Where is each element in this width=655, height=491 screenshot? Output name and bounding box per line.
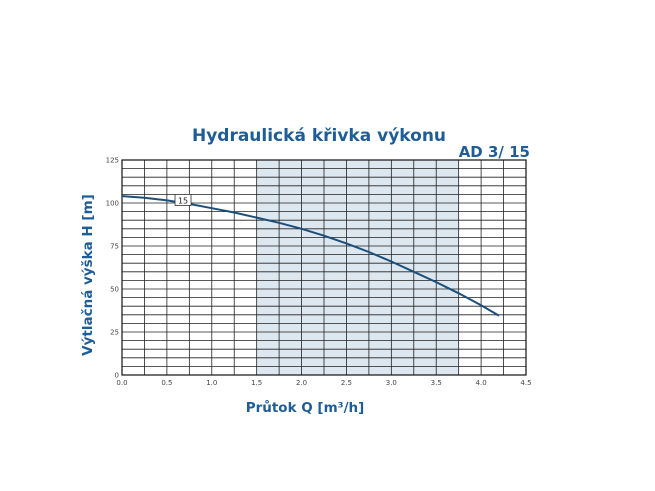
- y-tick-label: 0: [115, 372, 119, 380]
- x-tick-label: 1.5: [251, 379, 262, 387]
- y-tick-label: 125: [106, 157, 119, 165]
- x-tick-label: 4.0: [476, 379, 487, 387]
- y-axis-label: Výtlačná výška H [m]: [80, 194, 96, 356]
- x-tick-label: 3.0: [386, 379, 397, 387]
- y-tick-label: 50: [110, 286, 119, 294]
- model-label: AD 3/ 15: [459, 143, 530, 161]
- plot-area: 0.0 0.5 1.0 1.5 2.0 2.5 3.0 3.5 4.0 4.5 0 25 50 75 100…: [106, 157, 532, 388]
- x-tick-label: 2.0: [296, 379, 307, 387]
- curve-label: 15: [178, 196, 188, 205]
- chart-title: Hydraulická křivka výkonu: [192, 126, 446, 146]
- x-tick-label: 1.0: [206, 379, 217, 387]
- operating-range-shade: [256, 160, 459, 375]
- y-tick-label: 25: [110, 329, 119, 337]
- y-tick-label: 100: [106, 200, 119, 208]
- x-tick-label: 4.5: [520, 379, 531, 387]
- x-tick-label: 3.5: [431, 379, 442, 387]
- x-tick-label: 0.0: [116, 379, 127, 387]
- x-tick-label: 0.5: [161, 379, 172, 387]
- x-tick-label: 2.5: [341, 379, 352, 387]
- curve-label-box: [174, 194, 192, 206]
- x-axis-label: Průtok Q [m³/h]: [246, 399, 365, 416]
- plot-frame: [121, 159, 527, 376]
- y-tick-label: 75: [110, 243, 119, 251]
